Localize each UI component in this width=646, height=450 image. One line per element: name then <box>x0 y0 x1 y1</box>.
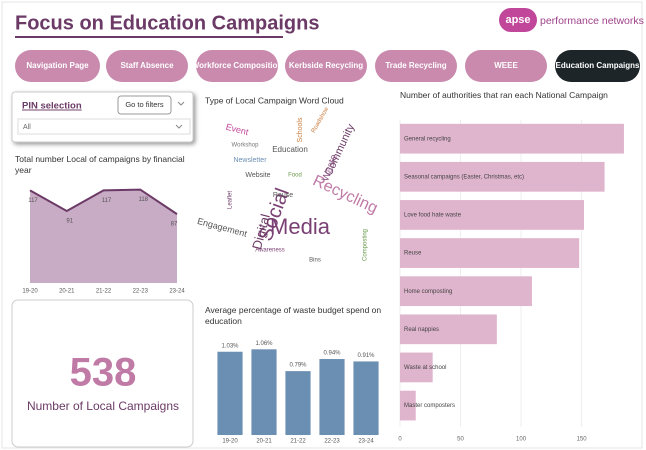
word: Reuse <box>273 192 293 199</box>
nav-tab-label[interactable]: Trade Recycling <box>385 61 446 70</box>
kpi-value: 538 <box>70 351 137 395</box>
nav-tab[interactable] <box>465 50 547 82</box>
area <box>30 189 177 283</box>
bar <box>353 361 379 435</box>
filter-dropdown[interactable] <box>17 118 191 135</box>
filter-button[interactable] <box>117 95 172 115</box>
chart-title: Number of authorities that ran each Nati… <box>400 90 608 100</box>
nav-tab-label[interactable]: Education Campaigns <box>555 61 640 70</box>
y-category-label: Seasonal campaigns (Easter, Christmas, e… <box>404 174 524 180</box>
y-category-label: Real nappies <box>404 327 439 333</box>
kpi-card <box>11 299 194 448</box>
x-tick-label: 22-23 <box>133 289 149 295</box>
data-label: 0.91% <box>357 353 375 359</box>
nav-tab-label[interactable]: Workforce Composition <box>192 61 283 70</box>
y-category-label: General recycling <box>404 136 451 142</box>
nav-tab[interactable] <box>285 50 367 82</box>
bar <box>319 359 345 435</box>
y-category-label: Waste at school <box>404 365 446 371</box>
data-label: 118 <box>138 197 148 203</box>
nav-tab-label[interactable]: Navigation Page <box>26 61 89 70</box>
data-label: 0.94% <box>323 351 341 357</box>
bar <box>400 390 416 421</box>
word: Leaflet <box>228 191 234 209</box>
x-tick-label: 23-24 <box>169 289 185 295</box>
word: Media <box>270 214 331 239</box>
x-tick-label: 21-22 <box>96 289 112 295</box>
chart-title: Average percentage of waste budget spend… <box>205 305 382 326</box>
filter-value[interactable]: All <box>23 124 31 131</box>
y-category-label: Home composting <box>404 289 452 295</box>
bar <box>400 161 605 192</box>
bar <box>400 314 497 345</box>
nav-tab[interactable] <box>196 50 278 82</box>
x-tick-label: 23-24 <box>358 439 374 445</box>
nav-tab-label[interactable]: WEEE <box>494 61 518 70</box>
kpi-label: Number of Local Campaigns <box>27 399 179 413</box>
data-label: 1.06% <box>255 341 273 347</box>
x-tick-label: 22-23 <box>324 439 340 445</box>
y-category-label: Master composters <box>404 403 455 409</box>
word: Food <box>288 173 302 179</box>
x-tick-label: 100 <box>516 437 527 443</box>
nav-tab[interactable] <box>106 50 188 82</box>
data-label: 117 <box>102 198 112 204</box>
x-tick-label: 21-22 <box>290 439 306 445</box>
word: Schools <box>297 117 304 142</box>
logo: apse <box>505 14 530 26</box>
nav-tab-label[interactable]: Kerbside Recycling <box>289 61 363 70</box>
bar <box>251 349 277 435</box>
word: Awareness <box>255 248 285 254</box>
bar <box>217 351 243 435</box>
wordcloud-title: Type of Local Campaign Word Cloud <box>205 95 344 105</box>
x-tick-label: 19-20 <box>222 439 238 445</box>
logo-badge <box>499 8 537 32</box>
logo-text: performance networks <box>540 15 644 27</box>
word: Website <box>245 172 270 179</box>
page-title: Focus on Education Campaigns <box>15 12 319 34</box>
word: Bins <box>309 258 321 264</box>
bar <box>400 276 532 307</box>
x-tick-label: 20-21 <box>59 289 75 295</box>
bar <box>400 123 624 154</box>
bar <box>400 200 584 230</box>
x-tick-label: 150 <box>577 437 588 443</box>
y-category-label: Reuse <box>404 251 422 257</box>
data-label: 0.79% <box>289 363 307 369</box>
bar <box>400 238 580 268</box>
word: Workshop <box>232 143 260 149</box>
bar <box>400 352 433 383</box>
nav-tab[interactable] <box>555 50 640 82</box>
nav-tab-label[interactable]: Staff Absence <box>120 61 174 70</box>
word: Composting <box>363 229 369 261</box>
dropdown-chevron <box>175 124 183 129</box>
nav-tab[interactable] <box>375 50 457 82</box>
data-label: 87 <box>171 222 178 228</box>
x-tick-label: 20-21 <box>256 439 272 445</box>
data-label: 117 <box>28 198 38 204</box>
data-label: 1.03% <box>221 343 239 349</box>
x-tick-label: 50 <box>457 437 464 443</box>
chart-title: Total number Local of campaigns by finan… <box>15 154 185 175</box>
bar <box>285 371 311 435</box>
y-category-label: Love food hate waste <box>404 213 462 219</box>
filter-label: PIN selection <box>22 101 82 112</box>
word: Education <box>272 145 308 154</box>
word: Newsletter <box>233 157 267 164</box>
nav-tab[interactable] <box>15 50 100 82</box>
x-tick-label: 0 <box>398 437 402 443</box>
chevron <box>177 101 185 106</box>
filter-button-text[interactable]: Go to filters <box>125 100 164 109</box>
x-tick-label: 19-20 <box>22 289 38 295</box>
data-label: 91 <box>66 219 73 225</box>
line <box>29 188 178 215</box>
